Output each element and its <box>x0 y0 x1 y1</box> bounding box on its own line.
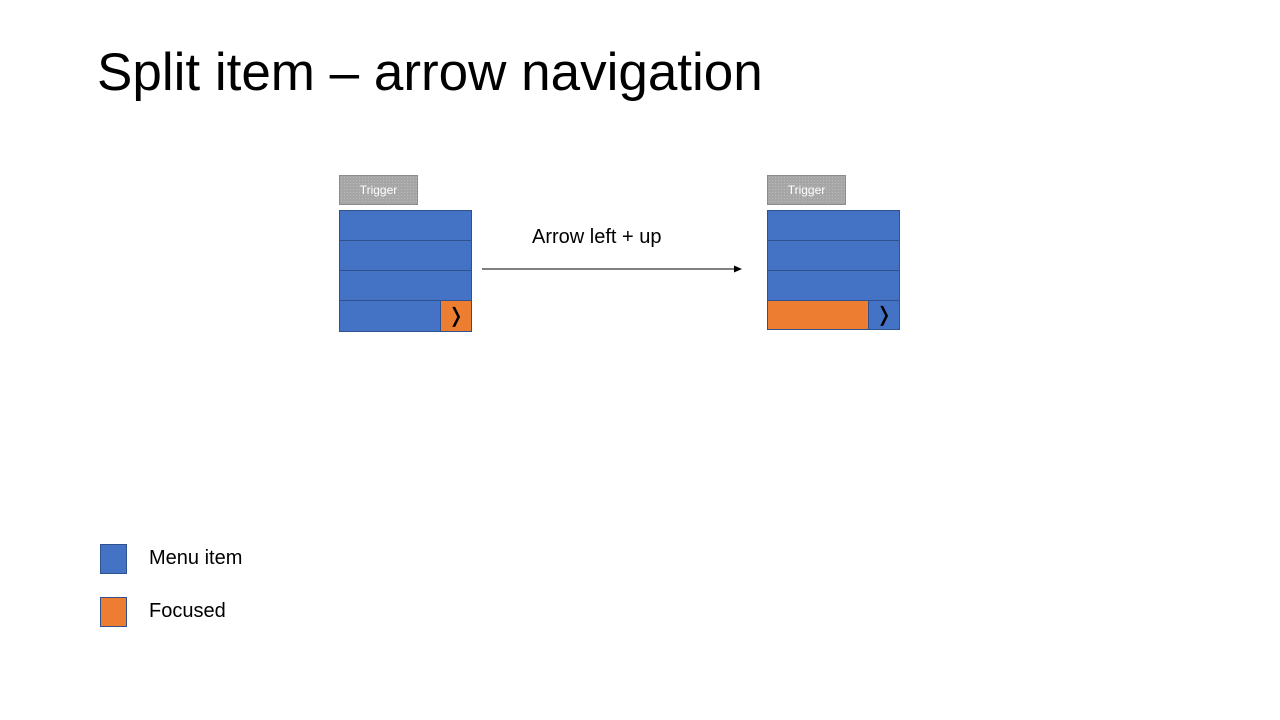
menu-item[interactable] <box>767 270 900 301</box>
menu-item[interactable] <box>767 240 900 271</box>
menu-item[interactable] <box>339 210 472 241</box>
split-item-main[interactable] <box>340 301 440 331</box>
legend-label-focused: Focused <box>149 600 226 622</box>
menu-after: ❭ <box>767 210 900 330</box>
legend-swatch-menu-item <box>100 544 127 574</box>
transition-arrow <box>482 265 742 273</box>
menu-item[interactable] <box>339 240 472 271</box>
split-item-submenu-trigger[interactable]: ❭ <box>868 301 899 329</box>
split-item-main[interactable] <box>768 301 868 329</box>
legend-swatch-focused <box>100 597 127 627</box>
split-item-submenu-trigger[interactable]: ❭ <box>440 301 471 331</box>
chevron-right-icon: ❭ <box>875 304 893 326</box>
chevron-right-icon: ❭ <box>447 305 465 327</box>
split-item: ❭ <box>339 300 472 332</box>
slide-title: Split item – arrow navigation <box>97 43 763 102</box>
split-item: ❭ <box>767 300 900 330</box>
trigger-button-after[interactable]: Trigger <box>767 175 846 205</box>
menu-before: ❭ <box>339 210 472 332</box>
legend-label-menu-item: Menu item <box>149 547 243 569</box>
menu-item[interactable] <box>339 270 472 301</box>
menu-item[interactable] <box>767 210 900 241</box>
arrow-label: Arrow left + up <box>532 226 662 248</box>
trigger-button-before[interactable]: Trigger <box>339 175 418 205</box>
